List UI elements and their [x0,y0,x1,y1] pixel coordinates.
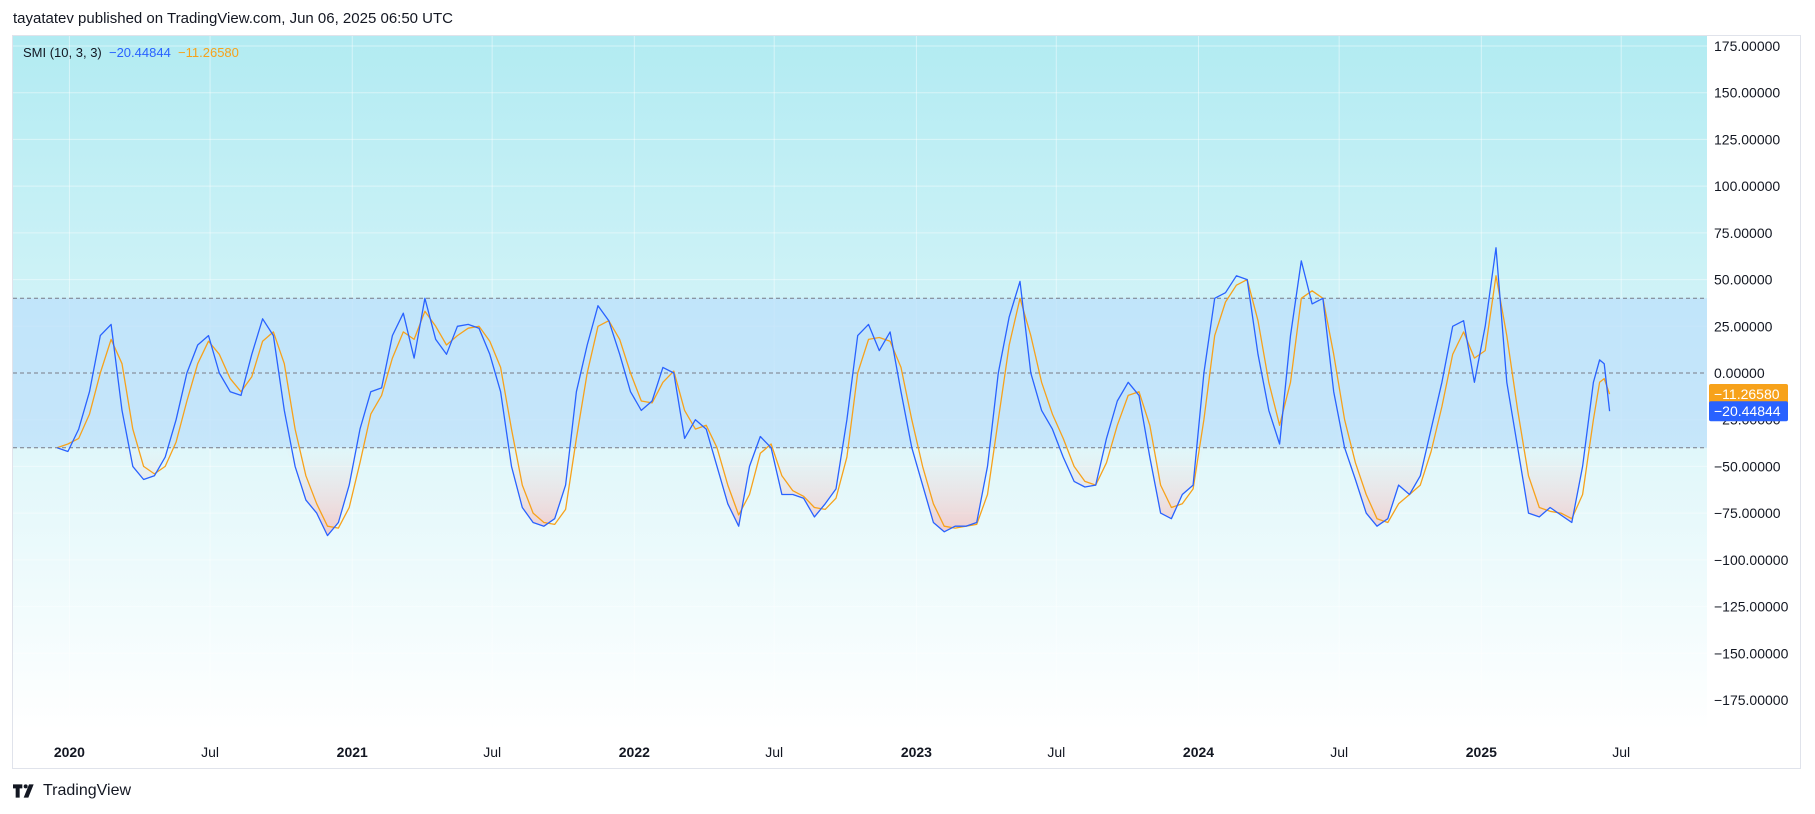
x-tick-label: 2024 [1183,744,1214,760]
x-tick-label: Jul [201,744,219,760]
signal-line [56,275,1611,529]
brand-name: TradingView [43,782,132,799]
y-tick-label: 0.00000 [1714,365,1765,381]
y-axis: 175.00000 150.00000 125.00000 100.00000 75.0… [1714,38,1789,708]
x-tick-label: Jul [1047,744,1065,760]
y-tick-label: −150.00000 [1714,645,1789,661]
last-value-tags: −11.26580−20.44844 [1709,384,1788,422]
x-tick-label: Jul [483,744,501,760]
y-tick-label: 175.00000 [1714,38,1780,54]
indicator-legend[interactable]: SMI (10, 3, 3) −20.44844 −11.26580 [23,45,239,60]
y-tick-label: −75.00000 [1714,505,1781,521]
legend-name: SMI (10, 3, 3) [23,45,102,60]
x-tick-label: 2022 [619,744,650,760]
y-tick-label: −125.00000 [1714,599,1789,615]
band-lines [13,297,1707,449]
x-axis: 2020 Jul 2021 Jul 2022 Jul 2023 Jul 2024 Jul 2025 J… [54,744,1630,760]
smi-last-value-tag-bg [1709,401,1788,422]
y-tick-label: 75.00000 [1714,225,1773,241]
y-tick-label: −175.00000 [1714,692,1789,708]
x-tick-label: Jul [1612,744,1630,760]
y-tick-label: 125.00000 [1714,131,1780,147]
publisher-header: tayatatev published on TradingView.com, … [13,10,454,27]
y-tick-label: −50.00000 [1714,458,1781,474]
smi-line [56,247,1611,537]
chart-frame[interactable] [12,35,1801,769]
y-tick-label: 150.00000 [1714,85,1780,101]
signal-last-value-tag-bg [1709,384,1788,405]
x-tick-label: 2021 [337,744,368,760]
y-tick-label: 25.00000 [1714,318,1773,334]
x-tick-label: 2025 [1466,744,1497,760]
tradingview-brand[interactable]: TradingView [13,782,131,800]
y-tick-label: 100.00000 [1714,178,1780,194]
smi-last-value-tag: −20.44844 [1714,403,1781,419]
signal-last-value-tag: −11.26580 [1714,386,1780,402]
y-tick-label: −100.00000 [1714,552,1789,568]
x-tick-label: 2023 [901,744,932,760]
legend-signal-value: −11.26580 [178,45,239,60]
tradingview-logo-icon [13,784,34,798]
x-tick-label: Jul [1330,744,1348,760]
x-tick-label: Jul [765,744,783,760]
legend-smi-value: −20.44844 [108,45,171,60]
x-tick-label: 2020 [54,744,85,760]
y-tick-label: 50.00000 [1714,272,1773,288]
